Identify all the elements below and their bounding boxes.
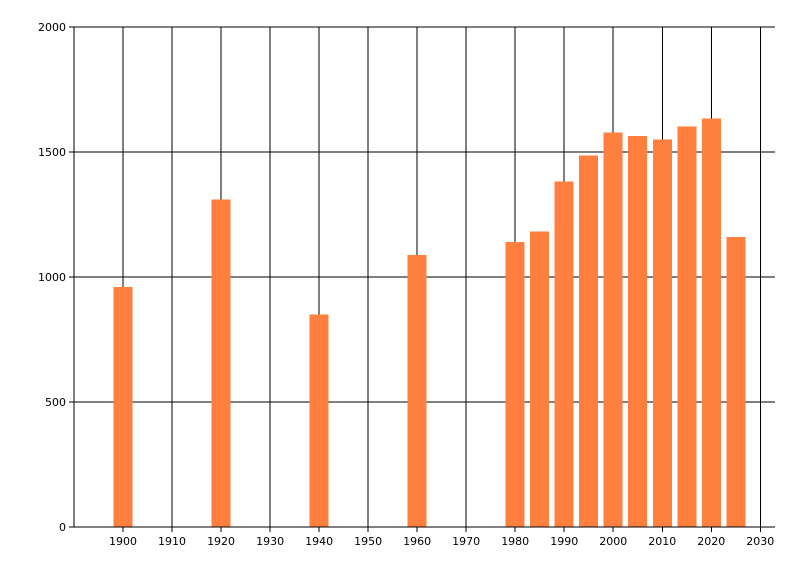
x-tick-label: 1940 [305, 535, 333, 548]
bar [211, 199, 231, 527]
y-tick-label: 1000 [38, 271, 66, 284]
bar [579, 155, 599, 527]
x-tick-label: 1950 [354, 535, 382, 548]
bars [113, 118, 746, 527]
x-tick-label: 1970 [452, 535, 480, 548]
bar [309, 314, 329, 527]
bar [603, 132, 623, 527]
tick-labels: 0 500 1000 1500 2000 1900 1910 1920 1930 1940 1950… [38, 21, 774, 548]
x-tick-label: 1960 [403, 535, 431, 548]
y-tick-label: 0 [59, 521, 66, 534]
x-tick-label: 2030 [746, 535, 774, 548]
bar [530, 231, 550, 527]
x-tick-label: 2020 [697, 535, 725, 548]
axes [69, 26, 775, 532]
bar [554, 181, 574, 527]
x-tick-label: 1920 [207, 535, 235, 548]
y-tick-label: 2000 [38, 21, 66, 34]
bar [628, 135, 648, 527]
bar [407, 255, 427, 527]
x-tick-label: 1910 [158, 535, 186, 548]
x-tick-label: 2010 [648, 535, 676, 548]
x-tick-label: 1990 [550, 535, 578, 548]
y-tick-label: 500 [45, 396, 66, 409]
bar [701, 118, 721, 527]
x-tick-label: 2000 [599, 535, 627, 548]
bar [652, 139, 672, 527]
y-tick-label: 1500 [38, 146, 66, 159]
bar [505, 242, 525, 527]
x-tick-label: 1900 [109, 535, 137, 548]
x-tick-label: 1980 [501, 535, 529, 548]
bar [113, 287, 133, 527]
bar [677, 126, 697, 527]
x-tick-label: 1930 [256, 535, 284, 548]
bar [726, 237, 746, 527]
